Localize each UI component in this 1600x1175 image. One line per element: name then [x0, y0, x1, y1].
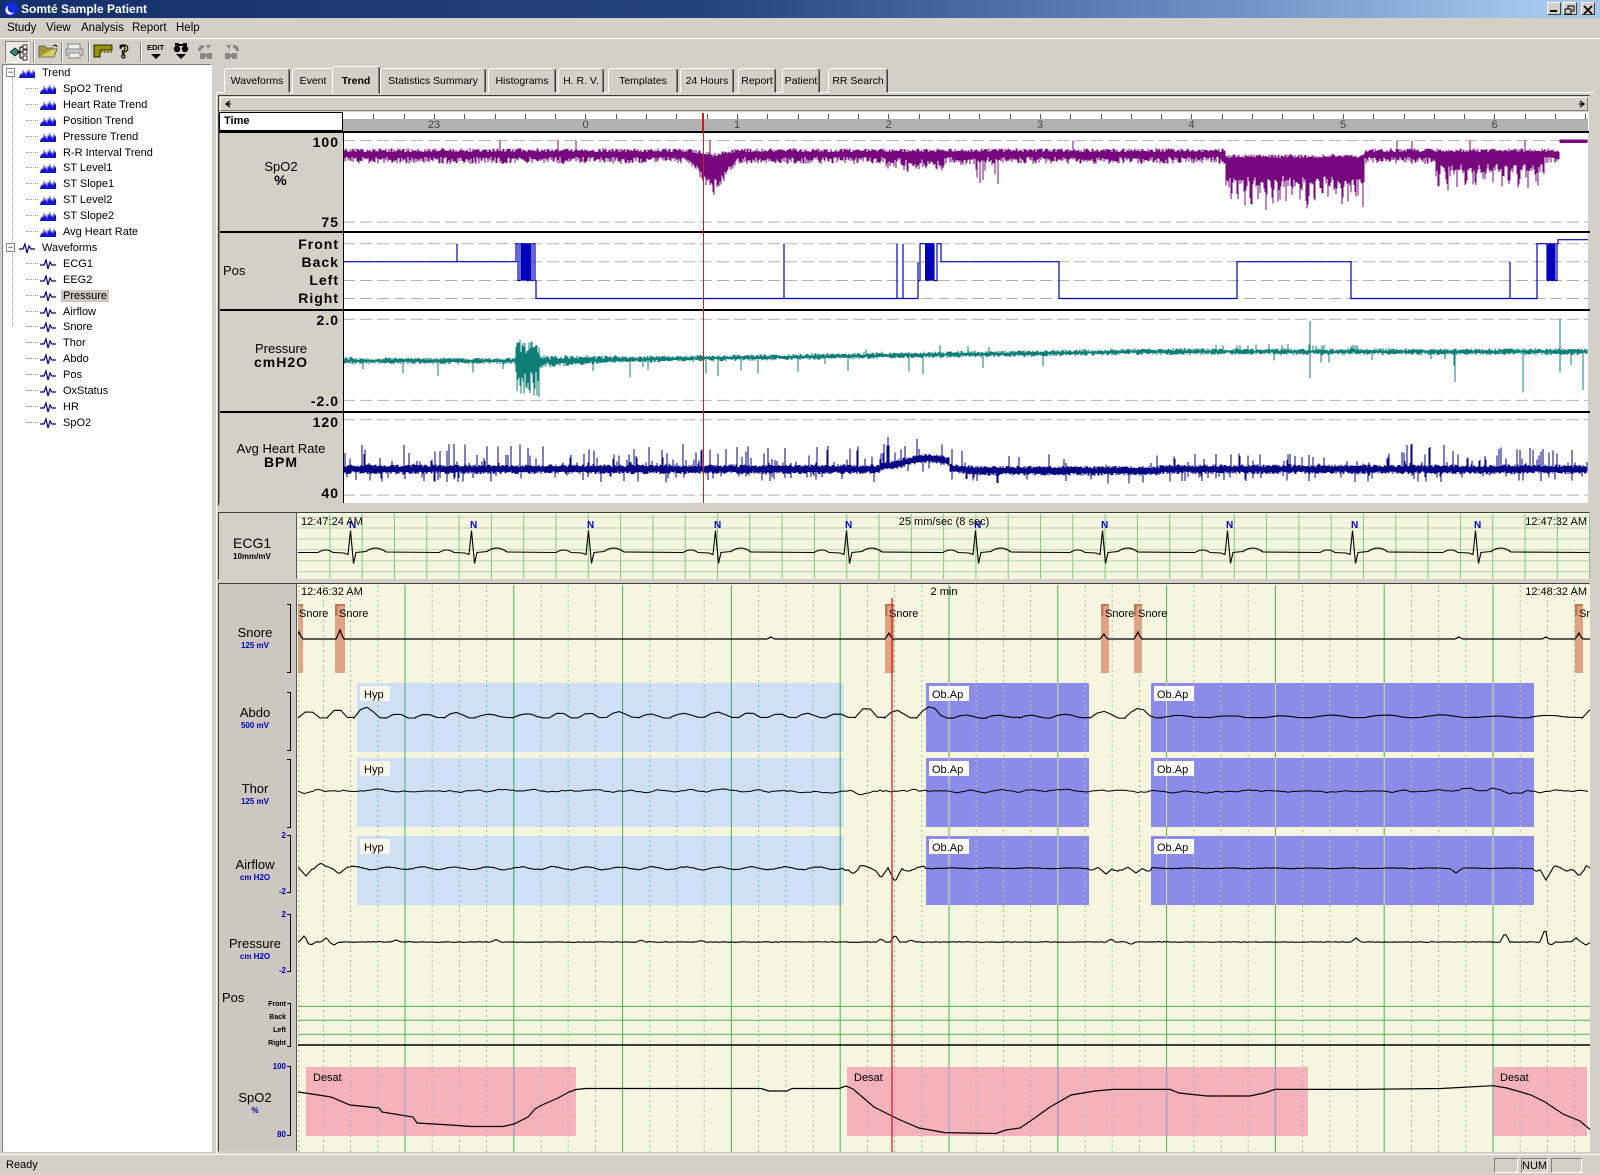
svg-text:Desat: Desat — [854, 1072, 883, 1084]
svg-text:Snore: Snore — [339, 608, 368, 620]
svg-text:N: N — [714, 520, 721, 531]
svg-text:12:48:32 AM: 12:48:32 AM — [1525, 586, 1587, 598]
svg-text:Snore: Snore — [1105, 608, 1134, 620]
svg-text:Desat: Desat — [1500, 1072, 1529, 1084]
svg-text:Ob.Ap: Ob.Ap — [1157, 689, 1188, 701]
svg-text:Hyp: Hyp — [364, 764, 384, 776]
svg-text:Ob.Ap: Ob.Ap — [932, 689, 963, 701]
svg-text:Hyp: Hyp — [364, 689, 384, 701]
svg-text:N: N — [470, 520, 477, 531]
svg-text:Snore: Snore — [1138, 608, 1167, 620]
svg-text:N: N — [349, 520, 356, 531]
svg-text:N: N — [1351, 520, 1358, 531]
svg-text:N: N — [974, 520, 981, 531]
svg-text:N: N — [845, 520, 852, 531]
svg-text:Ob.Ap: Ob.Ap — [932, 764, 963, 776]
svg-text:N: N — [1226, 520, 1233, 531]
svg-text:N: N — [1474, 520, 1481, 531]
svg-text:25 mm/sec (8 sec): 25 mm/sec (8 sec) — [899, 516, 989, 528]
svg-text:Snore: Snore — [299, 608, 328, 620]
svg-text:Snore: Snore — [1579, 608, 1590, 620]
svg-text:Ob.Ap: Ob.Ap — [932, 842, 963, 854]
svg-text:Desat: Desat — [313, 1072, 342, 1084]
svg-text:Ob.Ap: Ob.Ap — [1157, 842, 1188, 854]
svg-text:N: N — [587, 520, 594, 531]
svg-text:EDIT: EDIT — [147, 43, 165, 52]
svg-text:Hyp: Hyp — [364, 842, 384, 854]
svg-text:Snore: Snore — [889, 608, 918, 620]
svg-text:12:47:32 AM: 12:47:32 AM — [1525, 516, 1587, 528]
svg-text:2 min: 2 min — [931, 586, 958, 598]
svg-text:Ob.Ap: Ob.Ap — [1157, 764, 1188, 776]
svg-text:?: ? — [119, 41, 129, 61]
svg-text:12:47:24 AM: 12:47:24 AM — [301, 516, 363, 528]
svg-text:N: N — [1101, 520, 1108, 531]
svg-text:12:46:32 AM: 12:46:32 AM — [301, 586, 363, 598]
